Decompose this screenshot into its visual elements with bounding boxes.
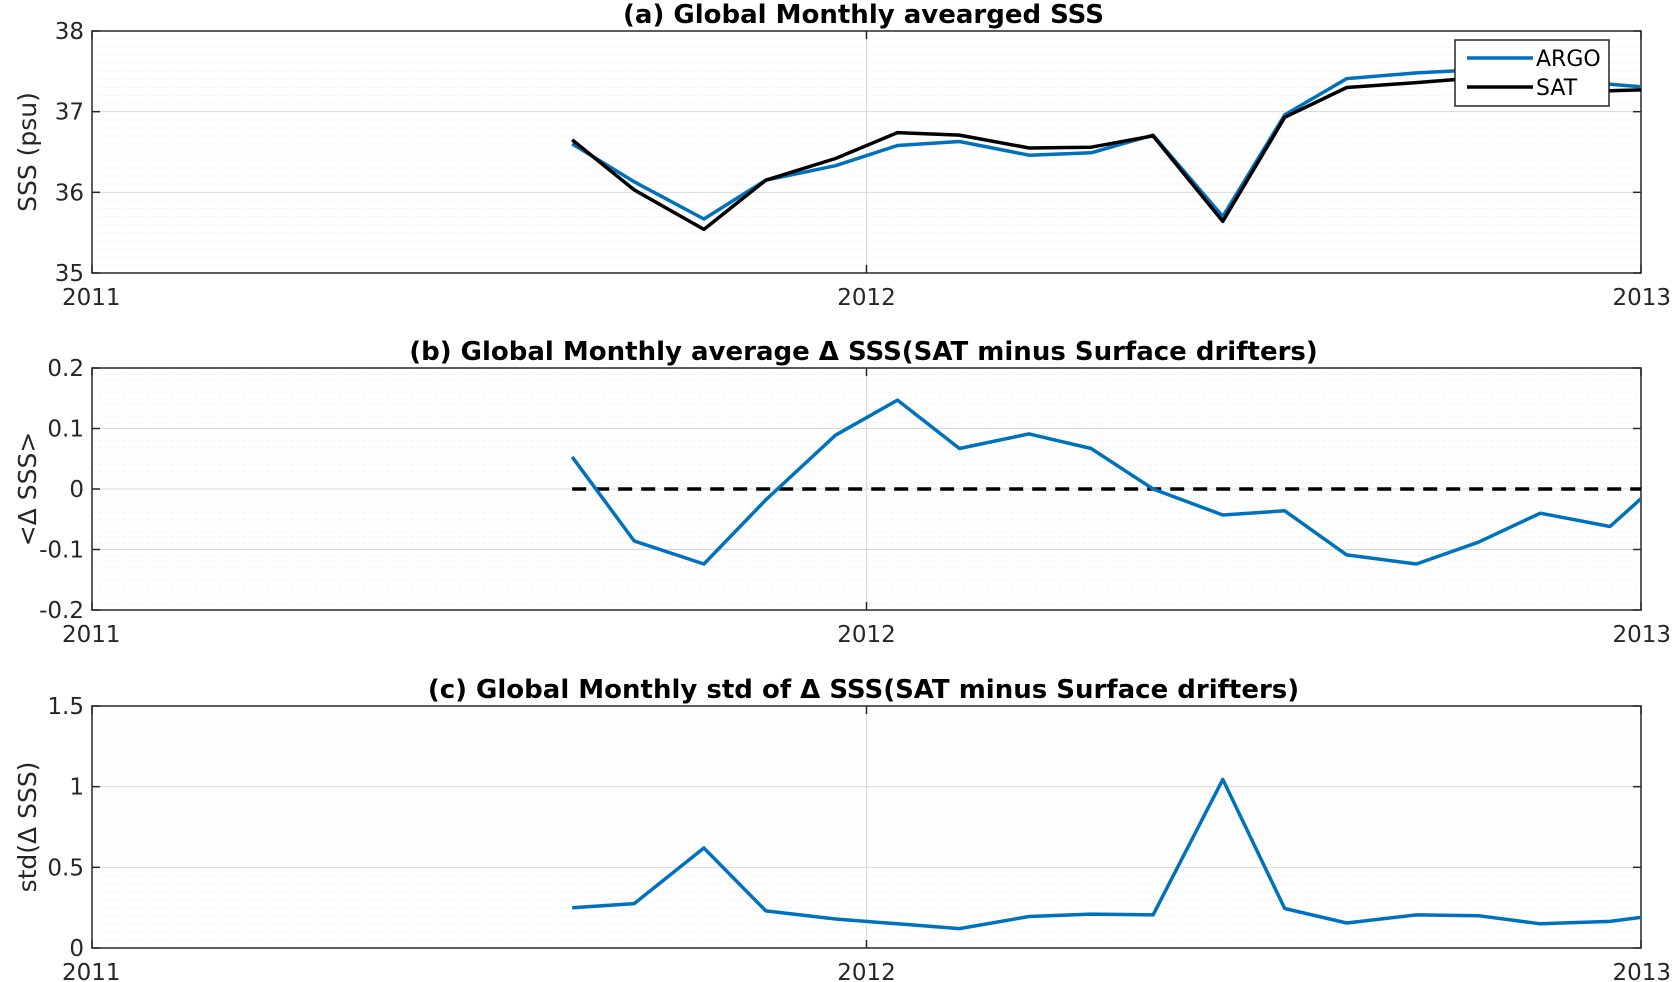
- y-tick-label: 1: [69, 775, 84, 801]
- y-axis-label: SSS (psu): [13, 92, 42, 212]
- y-tick-label: 37: [55, 100, 84, 126]
- x-tick-label: 2011: [62, 960, 121, 982]
- x-tick-label: 2011: [62, 622, 121, 648]
- x-tick-label: 2012: [837, 960, 896, 982]
- subplot-c: 0 0.5 1 1.5 2011 2012 2013 (c) Global Monthly s…: [13, 675, 1671, 982]
- subplot-a: 35 36 37 38 2011 2012 2013 (a) Global Monthly a…: [13, 0, 1671, 311]
- x-tick-label: 2012: [837, 622, 896, 648]
- y-tick-label: 0.2: [47, 356, 84, 382]
- y-tick-label: 1.5: [47, 694, 84, 720]
- chart-title: (a) Global Monthly avearged SSS: [623, 0, 1104, 30]
- y-tick-label: 38: [55, 19, 84, 45]
- y-tick-label: -0.2: [39, 598, 84, 624]
- y-tick-label: -0.1: [39, 538, 84, 564]
- y-tick-label: 0.1: [47, 417, 84, 443]
- legend-label-sat: SAT: [1536, 76, 1578, 101]
- y-tick-label: 35: [55, 261, 84, 287]
- x-tick-label: 2013: [1612, 285, 1671, 311]
- y-axis-label: std(Δ SSS): [13, 762, 42, 893]
- y-axis-label: <Δ SSS>: [13, 432, 42, 547]
- y-tick-label: 0: [69, 936, 84, 962]
- x-tick-label: 2013: [1612, 960, 1671, 982]
- series-line: [572, 777, 1641, 931]
- y-tick-label: 0: [69, 477, 84, 503]
- x-tick-label: 2013: [1612, 622, 1671, 648]
- y-tick-label: 0.5: [47, 855, 84, 881]
- x-tick-label: 2011: [62, 285, 121, 311]
- y-tick-label: 36: [55, 180, 84, 206]
- chart-title: (c) Global Monthly std of Δ SSS(SAT minu…: [428, 675, 1299, 705]
- legend-label-argo: ARGO: [1536, 47, 1601, 72]
- series-line: [570, 398, 1641, 566]
- x-tick-label: 2012: [837, 285, 896, 311]
- subplot-b: -0.2 -0.1 0 0.1 0.2 2011 2012 2013 (b) Global Mo…: [13, 337, 1671, 648]
- legend-box: [1454, 39, 1610, 107]
- chart-title: (b) Global Monthly average Δ SSS(SAT min…: [409, 337, 1318, 367]
- legend: ARGO SAT: [1454, 39, 1610, 107]
